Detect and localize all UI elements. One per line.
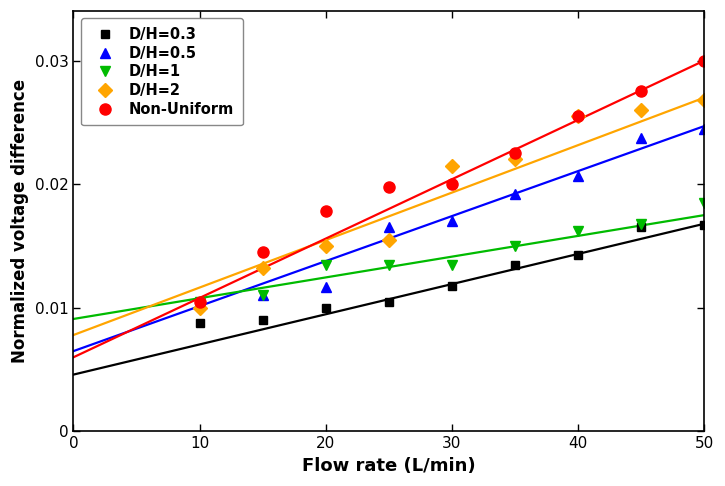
D/H=0.3 bbox=[700, 222, 708, 228]
Non-Uniform bbox=[447, 181, 456, 187]
Non-Uniform bbox=[195, 299, 204, 305]
D/H=0.3 bbox=[637, 225, 645, 230]
Legend: D/H=0.3, D/H=0.5, D/H=1, D/H=2, Non-Uniform: D/H=0.3, D/H=0.5, D/H=1, D/H=2, Non-Unif… bbox=[80, 18, 243, 125]
Line: Non-Uniform: Non-Uniform bbox=[194, 55, 710, 307]
D/H=2 bbox=[447, 163, 456, 169]
Non-Uniform bbox=[321, 208, 330, 214]
D/H=1 bbox=[258, 293, 267, 298]
D/H=0.5 bbox=[510, 191, 519, 197]
D/H=2 bbox=[510, 156, 519, 162]
Line: D/H=1: D/H=1 bbox=[195, 198, 709, 307]
Line: D/H=2: D/H=2 bbox=[195, 95, 709, 312]
D/H=2 bbox=[384, 237, 393, 243]
D/H=0.5 bbox=[321, 284, 330, 290]
D/H=2 bbox=[573, 113, 582, 119]
D/H=0.5 bbox=[637, 136, 645, 141]
D/H=1 bbox=[637, 221, 645, 226]
D/H=0.3 bbox=[321, 305, 330, 311]
D/H=0.5 bbox=[573, 173, 582, 178]
D/H=0.3 bbox=[384, 299, 393, 305]
D/H=0.3 bbox=[510, 261, 519, 267]
D/H=0.5 bbox=[258, 293, 267, 298]
Y-axis label: Normalized voltage difference: Normalized voltage difference bbox=[11, 79, 29, 364]
D/H=0.5 bbox=[700, 126, 708, 132]
D/H=2 bbox=[637, 107, 645, 113]
D/H=0.3 bbox=[573, 252, 582, 258]
D/H=0.3 bbox=[447, 283, 456, 289]
Non-Uniform bbox=[573, 113, 582, 119]
D/H=1 bbox=[447, 261, 456, 267]
D/H=1 bbox=[195, 299, 204, 305]
Non-Uniform bbox=[258, 249, 267, 255]
D/H=1 bbox=[510, 243, 519, 249]
Line: D/H=0.5: D/H=0.5 bbox=[258, 124, 709, 300]
X-axis label: Flow rate (L/min): Flow rate (L/min) bbox=[302, 457, 476, 475]
Non-Uniform bbox=[637, 88, 645, 94]
D/H=1 bbox=[573, 228, 582, 234]
D/H=1 bbox=[384, 261, 393, 267]
D/H=2 bbox=[258, 265, 267, 271]
Non-Uniform bbox=[384, 184, 393, 190]
D/H=1 bbox=[700, 200, 708, 206]
Non-Uniform bbox=[510, 150, 519, 156]
D/H=0.3 bbox=[195, 320, 204, 326]
D/H=0.3 bbox=[258, 317, 267, 323]
D/H=0.5 bbox=[384, 225, 393, 230]
D/H=2 bbox=[700, 97, 708, 103]
D/H=0.5 bbox=[447, 218, 456, 224]
D/H=2 bbox=[195, 305, 204, 311]
Line: D/H=0.3: D/H=0.3 bbox=[196, 221, 708, 327]
D/H=1 bbox=[321, 261, 330, 267]
D/H=2 bbox=[321, 243, 330, 249]
Non-Uniform bbox=[700, 58, 708, 64]
